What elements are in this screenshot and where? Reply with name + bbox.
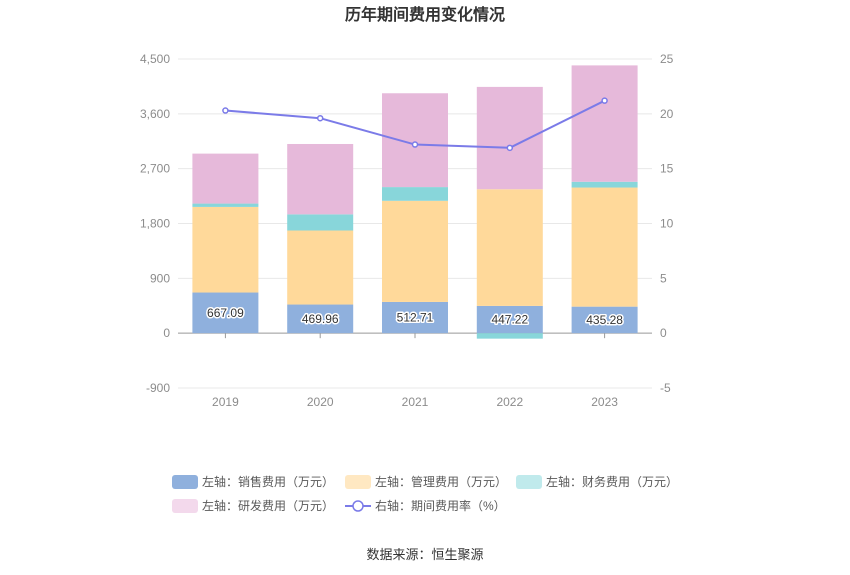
left-axis-tick-label: -900 <box>146 381 170 395</box>
bar-segment <box>571 306 638 334</box>
right-axis-tick-label: -5 <box>660 381 671 395</box>
bar-value-label: 512.71 <box>397 311 434 325</box>
bar-segment <box>287 304 354 334</box>
legend-label: 右轴：期间费用率（%） <box>375 498 506 513</box>
bar-segment <box>476 189 543 306</box>
legend-swatch-icon <box>172 499 198 513</box>
bar-segment <box>287 230 354 305</box>
left-axis-tick-label: 2,700 <box>140 162 170 176</box>
left-axis-tick-label: 1,800 <box>140 217 170 231</box>
legend-swatch-icon <box>516 475 542 489</box>
x-axis-tick-label: 2021 <box>402 395 429 409</box>
bar-segment <box>571 187 638 307</box>
rate-line-series <box>222 97 608 152</box>
legend-item[interactable]: 左轴：财务费用（万元） <box>516 474 678 489</box>
bar-segment <box>287 214 354 231</box>
legend-label: 左轴：管理费用（万元） <box>375 474 507 489</box>
legend-label: 左轴：销售费用（万元） <box>202 474 334 489</box>
bar-segment <box>382 200 448 302</box>
x-axis-tick-label: 2019 <box>212 395 239 409</box>
left-axis-tick-label: 4,500 <box>140 52 170 66</box>
left-axis-tick-label: 900 <box>150 271 170 285</box>
chart-title: 历年期间费用变化情况 <box>345 5 505 24</box>
right-axis-tick-label: 20 <box>660 107 674 121</box>
legend-item[interactable]: 右轴：期间费用率（%） <box>345 498 506 513</box>
bar-series <box>192 65 638 339</box>
legend-label: 左轴：研发费用（万元） <box>202 498 334 513</box>
right-axis-tick-label: 5 <box>660 271 667 285</box>
rate-point <box>222 107 229 114</box>
bar-segment <box>192 203 259 207</box>
rate-point <box>411 141 419 148</box>
legend-label: 左轴：财务费用（万元） <box>546 474 678 489</box>
rate-point <box>316 114 324 122</box>
x-axis-tick-label: 2022 <box>496 395 523 409</box>
bar-segment <box>192 153 259 204</box>
bar-segment <box>192 206 259 293</box>
right-axis-tick-label: 0 <box>660 326 667 340</box>
right-axis-tick-label: 10 <box>660 217 674 231</box>
legend-item[interactable]: 左轴：管理费用（万元） <box>345 474 507 489</box>
bar-value-label: 435.28 <box>586 313 623 327</box>
legend-marker-icon <box>352 500 364 512</box>
data-labels: 667.09 469.96 512.71 447.22 435.28 <box>206 304 625 328</box>
bar-segment <box>287 143 354 215</box>
legend-item[interactable]: 左轴：销售费用（万元） <box>172 474 334 489</box>
bar-segment <box>476 305 543 334</box>
bar-segment <box>476 333 543 339</box>
bar-segment <box>571 181 638 188</box>
bar-segment <box>382 93 448 188</box>
legend[interactable]: 左轴：销售费用（万元） 左轴：管理费用（万元） 左轴：财务费用（万元） 左轴：研发费用… <box>172 474 678 513</box>
left-axis-tick-label: 0 <box>163 326 170 340</box>
bar-segment <box>382 301 448 334</box>
x-axis-tick-label: 2020 <box>307 395 334 409</box>
rate-point <box>506 144 514 152</box>
legend-item[interactable]: 左轴：研发费用（万元） <box>172 498 334 513</box>
bar-value-label: 667.09 <box>207 306 244 320</box>
bar-value-label: 447.22 <box>491 313 528 327</box>
legend-swatch-icon <box>172 475 198 489</box>
bar-segment <box>571 65 638 182</box>
x-axis-tick-label: 2023 <box>591 395 618 409</box>
bar-segment <box>382 187 448 201</box>
left-axis-tick-label: 3,600 <box>140 107 170 121</box>
bar-segment <box>476 86 543 190</box>
bar-value-label: 469.96 <box>302 312 339 326</box>
source-text: 数据来源：恒生聚源 <box>366 547 483 562</box>
right-axis-tick-label: 25 <box>660 52 674 66</box>
legend-swatch-icon <box>345 475 371 489</box>
right-axis-tick-label: 15 <box>660 162 674 176</box>
rate-point <box>601 97 608 104</box>
bar-segment <box>192 292 259 334</box>
